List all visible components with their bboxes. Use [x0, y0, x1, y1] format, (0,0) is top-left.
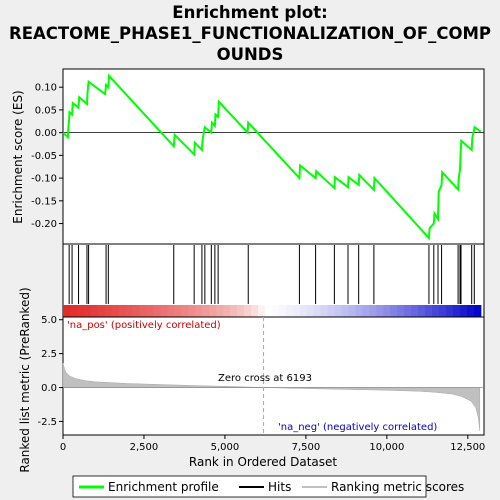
x-tick-label: 2,500 — [130, 442, 159, 453]
title-line-1: Enrichment plot: — [172, 3, 327, 22]
legend-label-hits: Hits — [268, 480, 291, 494]
colorbar-segment — [209, 305, 217, 317]
colorbar-segment — [278, 305, 287, 317]
colorbar-segment — [104, 305, 113, 317]
x-tick-label: 12,500 — [450, 442, 485, 453]
colorbar-segment — [181, 305, 189, 317]
colorbar-segment — [237, 305, 245, 317]
x-axis-label: Rank in Ordered Dataset — [189, 455, 337, 469]
colorbar-segment — [383, 305, 391, 317]
colorbar-segment — [292, 305, 301, 317]
colorbar-segment — [69, 305, 78, 317]
hits-marks — [68, 245, 475, 304]
colorbar-segment — [195, 305, 203, 317]
colorbar-segment — [264, 305, 273, 317]
colorbar-segment — [445, 305, 454, 317]
colorbar-segment — [327, 305, 336, 317]
colorbar-segment — [348, 305, 357, 317]
metric-y-tick-label: 5.0 — [41, 315, 57, 326]
colorbar-segment — [299, 305, 308, 317]
zero-cross-label: Zero cross at 6193 — [218, 373, 312, 384]
es-y-label: Enrichment score (ES) — [11, 90, 25, 223]
metric-y-tick-label: 0.0 — [41, 383, 57, 394]
metric-area — [62, 363, 481, 431]
colorbar-segment — [438, 305, 447, 317]
title-line-2: REACTOME_PHASE1_FUNCTIONALIZATION_OF_COM… — [9, 24, 491, 43]
colorbar-segment — [313, 305, 322, 317]
neg-label: 'na_neg' (negatively correlated) — [278, 422, 437, 433]
colorbar-segment — [397, 305, 405, 317]
colorbar-segment — [244, 305, 252, 317]
colorbar-segment — [230, 305, 238, 317]
metric-y-axis: 5.0 2.5 0.0 -2.5 — [37, 315, 63, 428]
es-y-tick-label: -0.15 — [31, 196, 57, 207]
es-y-axis: 0.10 0.05 0.00 -0.05 -0.10 -0.15 -0.20 — [31, 83, 63, 230]
metric-panel — [62, 316, 485, 436]
es-y-tick-label: 0.10 — [35, 83, 57, 94]
colorbar-segment — [118, 305, 127, 317]
es-y-tick-label: -0.10 — [31, 174, 57, 185]
colorbar-segment — [473, 305, 482, 317]
colorbar-segment — [390, 305, 398, 317]
metric-y-label: Ranked list metric (PreRanked) — [18, 287, 32, 472]
pos-label: 'na_pos' (positively correlated) — [67, 320, 221, 331]
colorbar-segment — [257, 305, 266, 317]
x-tick-label: 0 — [60, 442, 66, 453]
metric-y-tick-label: 2.5 — [41, 349, 57, 360]
colorbar-segment — [306, 305, 315, 317]
colorbar-segment — [418, 305, 426, 317]
colorbar-segment — [341, 305, 350, 317]
colorbar-segment — [202, 305, 210, 317]
x-tick-label: 7,500 — [292, 442, 321, 453]
colorbar-segment — [167, 305, 176, 317]
colorbar-segment — [355, 305, 363, 317]
colorbar-segment — [404, 305, 412, 317]
metric-y-tick-label: -2.5 — [37, 417, 57, 428]
colorbar-segment — [362, 305, 370, 317]
colorbar-segment — [146, 305, 155, 317]
colorbar-segment — [132, 305, 141, 317]
colorbar-segment — [153, 305, 162, 317]
colorbar-segment — [466, 305, 475, 317]
colorbar-segment — [334, 305, 343, 317]
x-tick-label: 10,000 — [369, 442, 404, 453]
colorbar-segment — [369, 305, 377, 317]
colorbar-segment — [174, 305, 182, 317]
es-y-tick-label: -0.05 — [31, 151, 57, 162]
es-y-tick-label: -0.20 — [31, 219, 57, 230]
colorbar-segment — [97, 305, 106, 317]
legend-label-metric: Ranking metric scores — [331, 480, 464, 494]
metric-x-axis: 0 2,500 5,000 7,500 10,000 12,500 — [60, 435, 485, 453]
colorbar-segment — [139, 305, 148, 317]
rank-colorbar — [63, 305, 482, 317]
colorbar-segment — [76, 305, 85, 317]
colorbar-segment — [285, 305, 294, 317]
colorbar-segment — [432, 305, 440, 317]
colorbar-segment — [376, 305, 384, 317]
es-y-tick-label: 0.00 — [35, 128, 57, 139]
legend-label-profile: Enrichment profile — [108, 480, 219, 494]
es-profile-line — [62, 73, 482, 241]
colorbar-segment — [459, 305, 468, 317]
colorbar-segment — [271, 305, 280, 317]
colorbar-segment — [425, 305, 433, 317]
colorbar-segment — [83, 305, 92, 317]
colorbar-segment — [216, 305, 224, 317]
colorbar-segment — [125, 305, 134, 317]
colorbar-segment — [452, 305, 461, 317]
colorbar-segment — [320, 305, 329, 317]
colorbar-segment — [411, 305, 419, 317]
colorbar-segment — [160, 305, 169, 317]
es-y-tick-label: 0.05 — [35, 105, 57, 116]
colorbar-segment — [63, 305, 71, 317]
colorbar-segment — [90, 305, 99, 317]
es-panel — [62, 68, 485, 245]
colorbar-segment — [223, 305, 231, 317]
colorbar-segment — [250, 305, 259, 317]
colorbar-segment — [111, 305, 120, 317]
colorbar-segment — [188, 305, 196, 317]
title-line-3: OUNDS — [217, 45, 284, 64]
x-tick-label: 5,000 — [211, 442, 240, 453]
